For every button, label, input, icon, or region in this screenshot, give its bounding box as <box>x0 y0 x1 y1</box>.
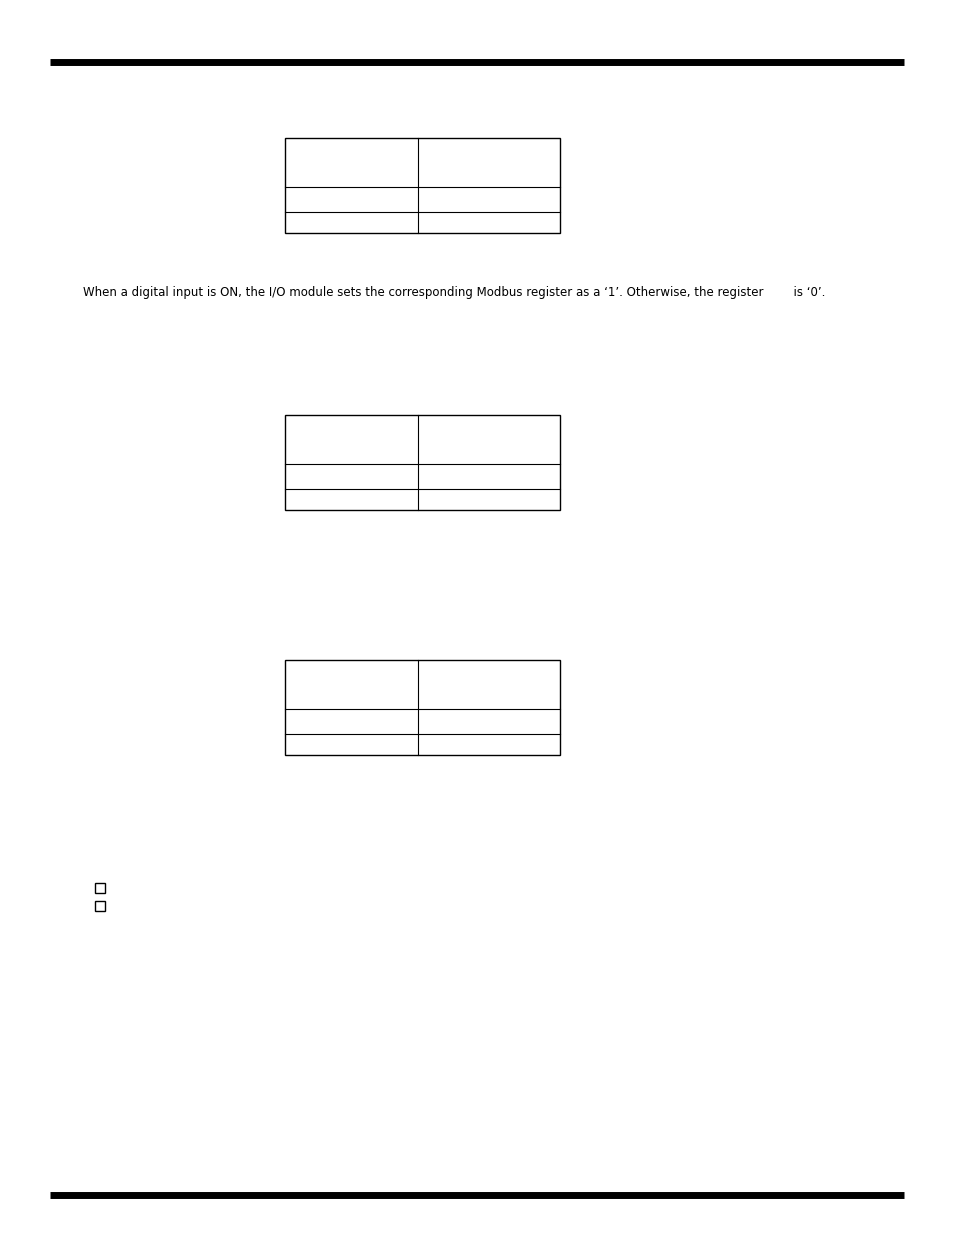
Bar <box>285 138 559 233</box>
Bar <box>95 883 105 893</box>
Bar <box>285 415 559 510</box>
Bar <box>285 659 559 755</box>
Bar <box>95 902 105 911</box>
Text: When a digital input is ON, the I/O module sets the corresponding Modbus registe: When a digital input is ON, the I/O modu… <box>83 285 824 299</box>
